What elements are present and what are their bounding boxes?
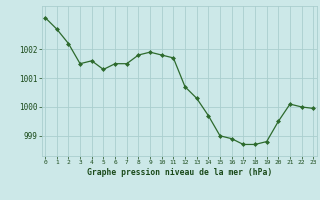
- X-axis label: Graphe pression niveau de la mer (hPa): Graphe pression niveau de la mer (hPa): [87, 168, 272, 177]
